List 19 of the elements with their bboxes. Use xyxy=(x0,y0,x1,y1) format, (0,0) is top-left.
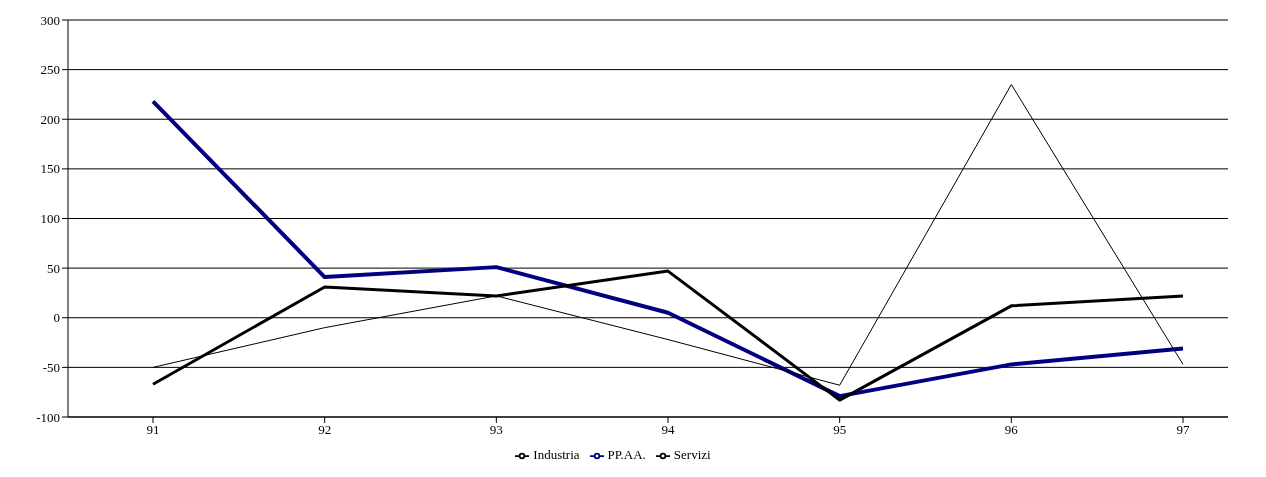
legend-label: PP.AA. xyxy=(607,446,646,462)
y-tick-label: 150 xyxy=(40,161,60,177)
x-tick-label: 91 xyxy=(146,422,160,438)
x-tick-label: 93 xyxy=(489,422,503,438)
y-tick-label: 200 xyxy=(40,111,60,127)
x-tick-label: 95 xyxy=(833,422,847,438)
x-tick-label: 97 xyxy=(1176,422,1190,438)
legend-label: Industria xyxy=(533,446,580,462)
x-tick-label: 96 xyxy=(1004,422,1019,438)
y-tick-label: 250 xyxy=(40,62,60,78)
y-tick-label: 100 xyxy=(40,211,60,227)
y-tick-label: 0 xyxy=(53,310,60,326)
y-tick-label: 50 xyxy=(47,260,60,276)
y-tick-label: -50 xyxy=(42,359,60,375)
x-tick-label: 92 xyxy=(318,422,332,438)
y-tick-label: -100 xyxy=(36,409,60,425)
y-tick-label: 300 xyxy=(40,12,60,28)
legend-label: Servizi xyxy=(673,446,711,462)
x-tick-label: 94 xyxy=(661,422,675,438)
